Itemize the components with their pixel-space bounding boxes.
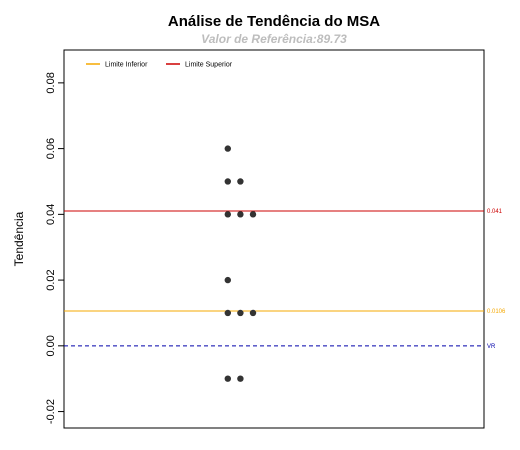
reference-line-label: VR	[487, 344, 496, 350]
data-point	[249, 211, 257, 218]
reference-lines: 0.0106 0.041 VR	[64, 209, 506, 350]
data-point	[249, 309, 257, 317]
plot-frame	[63, 49, 485, 429]
y-tick-label: 0.02	[45, 269, 57, 290]
y-tick-label: 0.04	[45, 204, 57, 225]
legend: Limite Inferior Limite Superior	[86, 62, 233, 69]
data-point	[237, 375, 244, 382]
y-tick-label: -0.02	[45, 399, 57, 424]
y-axis-label: Tendência	[12, 211, 26, 266]
legend-label: Limite Superior	[185, 62, 233, 69]
reference-line-label: 0.0106	[487, 309, 506, 315]
data-point	[224, 211, 231, 218]
data-point	[224, 375, 231, 382]
chart-title: Análise de Tendência do MSA	[168, 13, 380, 30]
chart-subtitle: Valor de Referência:89.73	[201, 32, 347, 46]
data-point	[224, 178, 231, 185]
y-tick-label: 0.00	[45, 335, 57, 356]
y-tick-label: 0.06	[45, 138, 57, 159]
data-point	[237, 211, 244, 218]
legend-label: Limite Inferior	[105, 62, 148, 69]
y-axis: -0.02 0.00 0.02 0.04 0.06 0.08	[45, 72, 64, 424]
data-points	[224, 145, 257, 382]
y-tick-label: 0.08	[45, 72, 57, 93]
data-point	[224, 145, 231, 152]
reference-line-label: 0.041	[487, 209, 503, 215]
data-point	[224, 276, 231, 284]
data-point	[237, 178, 244, 185]
data-point	[237, 309, 244, 317]
data-point	[224, 309, 231, 317]
